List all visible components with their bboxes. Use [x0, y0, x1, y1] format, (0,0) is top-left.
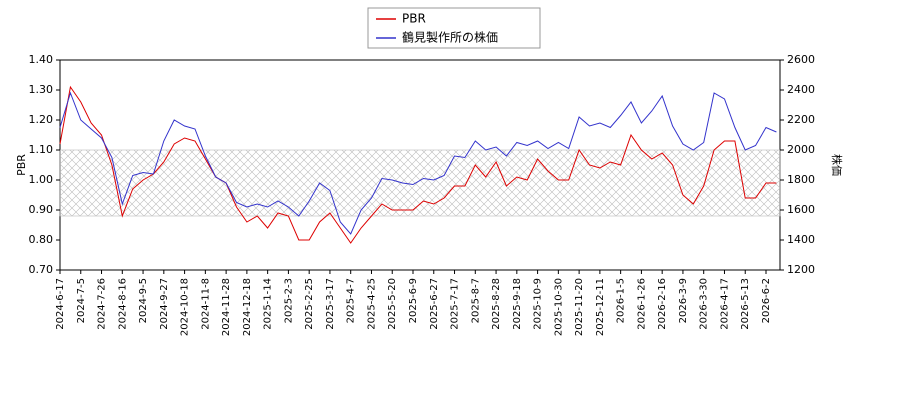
x-tick-label: 2026-5-13 — [740, 278, 751, 330]
x-tick-label: 2026-4-17 — [719, 278, 730, 330]
y-tick-label: 0.80 — [29, 233, 54, 246]
y-tick-label: 1.30 — [29, 83, 54, 96]
y2-axis-title: 株価 — [830, 154, 844, 176]
y2-tick-label: 1200 — [787, 263, 815, 276]
series-line — [59, 91, 777, 235]
x-tick-label: 2026-2-16 — [657, 278, 668, 330]
x-tick-label: 2025-6-9 — [408, 278, 419, 323]
series-line — [59, 85, 777, 244]
x-tick-label: 2025-3-17 — [325, 278, 336, 330]
y2-tick-label: 1600 — [787, 203, 815, 216]
x-tick-label: 2024-10-18 — [180, 278, 191, 336]
x-tick-label: 2026-3-9 — [678, 278, 689, 323]
x-tick-label: 2026-1-5 — [616, 278, 627, 323]
x-tick-label: 2025-9-18 — [512, 278, 523, 330]
x-tick-label: 2025-10-30 — [553, 278, 564, 336]
shaded-band — [59, 149, 781, 217]
x-tick-label: 2024-11-8 — [200, 278, 211, 330]
x-tick-label: 2025-7-17 — [450, 278, 461, 330]
x-tick-label: 2025-4-7 — [346, 278, 357, 323]
y2-tick-label: 1400 — [787, 233, 815, 246]
y-tick-label: 0.70 — [29, 263, 54, 276]
x-tick-label: 2024-12-18 — [242, 278, 253, 336]
x-tick-label: 2024-8-16 — [117, 278, 128, 330]
y-tick-label: 0.90 — [29, 203, 54, 216]
x-tick-label: 2026-6-2 — [761, 278, 772, 323]
x-tick-label: 2025-6-27 — [429, 278, 440, 330]
legend-label: PBR — [402, 12, 426, 26]
y2-tick-label: 1800 — [787, 173, 815, 186]
y2-tick-label: 2200 — [787, 113, 815, 126]
x-tick-label: 2025-8-7 — [470, 278, 481, 323]
y-axis-title: PBR — [15, 154, 28, 176]
x-tick-label: 2024-9-27 — [159, 278, 170, 330]
legend-label: 鶴見製作所の株価 — [402, 30, 498, 45]
y-tick-label: 1.40 — [29, 53, 54, 66]
x-tick-label: 2025-2-25 — [304, 278, 315, 330]
x-tick-label: 2025-8-28 — [491, 278, 502, 330]
x-tick-label: 2024-11-28 — [221, 278, 232, 336]
y-tick-label: 1.10 — [29, 143, 54, 156]
x-tick-label: 2025-2-3 — [283, 278, 294, 323]
x-tick-label: 2025-10-9 — [533, 278, 544, 330]
y2-tick-label: 2400 — [787, 83, 815, 96]
y2-tick-label: 2600 — [787, 53, 815, 66]
x-tick-label: 2026-3-30 — [699, 278, 710, 330]
y-tick-label: 1.20 — [29, 113, 54, 126]
x-tick-label: 2025-12-11 — [595, 278, 606, 336]
x-tick-label: 2026-1-26 — [636, 278, 647, 330]
x-tick-label: 2025-11-20 — [574, 278, 585, 336]
x-tick-label: 2024-7-26 — [97, 278, 108, 330]
y-tick-label: 1.00 — [29, 173, 54, 186]
x-tick-label: 2025-5-20 — [387, 278, 398, 330]
y2-tick-label: 2000 — [787, 143, 815, 156]
x-tick-label: 2024-7-5 — [76, 278, 87, 323]
x-tick-label: 2025-4-25 — [366, 278, 377, 330]
x-tick-label: 2024-6-17 — [55, 278, 66, 330]
x-tick-label: 2024-9-5 — [138, 278, 149, 323]
x-tick-label: 2025-1-14 — [263, 278, 274, 330]
legend — [367, 7, 541, 49]
